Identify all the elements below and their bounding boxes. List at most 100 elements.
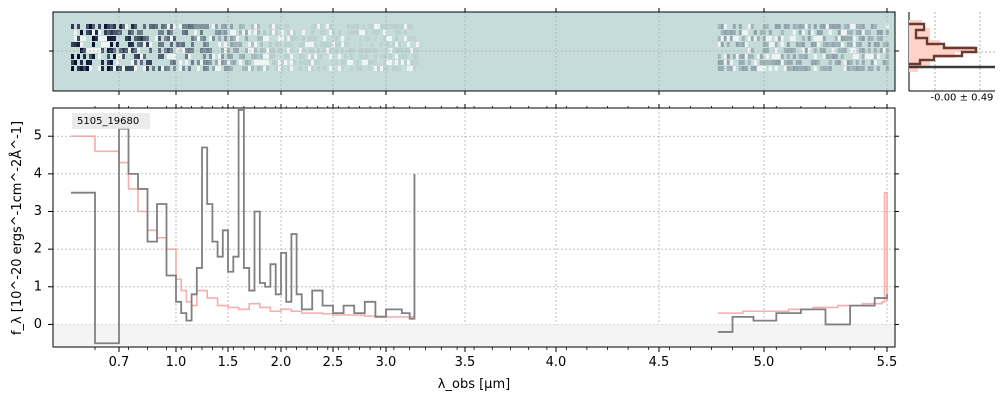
spectrum-2d-pixel [347, 60, 350, 65]
spectrum-2d-pixel [795, 66, 799, 71]
spectrum-2d-pixel [77, 54, 80, 59]
spectrum-2d-pixel [855, 30, 859, 35]
spectrum-2d-pixel [407, 66, 410, 71]
spectrum-2d-pixel [119, 30, 122, 35]
spectrum-2d-pixel [404, 60, 407, 65]
spectrum-2d-pixel [128, 36, 131, 41]
spectrum-2d-pixel [350, 60, 353, 65]
spectrum-2d-pixel [113, 36, 116, 41]
spectrum-2d-pixel [311, 60, 314, 65]
spectrum-2d-pixel [185, 60, 188, 65]
spectrum-2d-pixel [134, 54, 137, 59]
spectrum-2d-pixel [161, 54, 164, 59]
spectrum-2d-pixel [134, 36, 137, 41]
spectrum-2d-pixel [233, 36, 236, 41]
spectrum-2d-pixel [329, 24, 332, 29]
spectrum-2d-pixel [290, 48, 293, 53]
plot-area [53, 108, 895, 347]
spectrum-2d-pixel [765, 60, 769, 65]
spectrum-2d-pixel [176, 42, 179, 47]
spectrum-2d-pixel [173, 66, 176, 71]
spectrum-2d-pixel [374, 60, 377, 65]
spectrum-2d-pixel [741, 60, 745, 65]
spectrum-2d-pixel [804, 66, 808, 71]
spectrum-2d-pixel [83, 36, 86, 41]
spectrum-2d-pixel [167, 66, 170, 71]
spectrum-2d-pixel [98, 48, 101, 53]
spectrum-2d-pixel [822, 36, 826, 41]
spectrum-2d-pixel [780, 42, 784, 47]
spectrum-2d-pixel [284, 36, 287, 41]
spectrum-2d-pixel [762, 60, 766, 65]
spectrum-2d-pixel [362, 48, 365, 53]
spectrum-2d-pixel [104, 30, 107, 35]
spectrum-2d-pixel [239, 42, 242, 47]
spectrum-2d-pixel [407, 48, 410, 53]
spectrum-2d-pixel [185, 48, 188, 53]
spectrum-2d-pixel [161, 66, 164, 71]
spectrum-2d-pixel [738, 30, 742, 35]
spectrum-2d-pixel [885, 24, 889, 29]
spectrum-2d-pixel [314, 36, 317, 41]
spectrum-2d-pixel [200, 30, 203, 35]
spectrum-2d-pixel [251, 48, 254, 53]
spectrum-2d-pixel [374, 54, 377, 59]
spectrum-2d-pixel [846, 30, 850, 35]
spectrum-2d-pixel [200, 60, 203, 65]
spectrum-2d-pixel [221, 60, 224, 65]
spectrum-2d-pixel [209, 48, 212, 53]
spectrum-2d-pixel [756, 36, 760, 41]
spectrum-2d-pixel [131, 24, 134, 29]
spectrum-2d-pixel [861, 66, 865, 71]
spectrum-2d-pixel [855, 66, 859, 71]
spectrum-2d-pixel [852, 54, 856, 59]
spectrum-2d-pixel [861, 30, 865, 35]
spectrum-2d-pixel [329, 42, 332, 47]
spectrum-2d-pixel [245, 48, 248, 53]
spectrum-2d-pixel [726, 30, 730, 35]
spectrum-2d-pixel [768, 36, 772, 41]
spectrum-2d-pixel [170, 60, 173, 65]
spectrum-2d-pixel [275, 30, 278, 35]
spectrum-2d-pixel [245, 66, 248, 71]
spectrum-2d-pixel [816, 42, 820, 47]
spectrum-2d-pixel [278, 48, 281, 53]
spectrum-2d-pixel [729, 60, 733, 65]
spectrum-2d-pixel [867, 48, 871, 53]
spectrum-2d-pixel [738, 24, 742, 29]
spectrum-2d-pixel [185, 54, 188, 59]
spectrum-2d-pixel [822, 24, 826, 29]
spectrum-2d-pixel [131, 30, 134, 35]
spectrum-2d-pixel [107, 24, 110, 29]
spectrum-2d-pixel [248, 60, 251, 65]
spectrum-2d-pixel [290, 36, 293, 41]
spectrum-2d-pixel [843, 48, 847, 53]
spectrum-2d-pixel [128, 42, 131, 47]
spectrum-2d-pixel [248, 66, 251, 71]
spectrum-2d-pixel [882, 48, 886, 53]
spectrum-2d-pixel [813, 42, 817, 47]
spectrum-2d-pixel [395, 42, 398, 47]
spectrum-2d-pixel [122, 48, 125, 53]
spectrum-2d-pixel [305, 66, 308, 71]
spectrum-2d-pixel [119, 66, 122, 71]
spectrum-2d-pixel [792, 36, 796, 41]
spectrum-2d-pixel [807, 36, 811, 41]
y-tick-labels: 0 1 2 3 4 5 [34, 129, 42, 332]
spectrum-2d-pixel [110, 48, 113, 53]
spectrum-2d-pixel [849, 30, 853, 35]
spectrum-2d-pixel [750, 66, 754, 71]
spectrum-2d-pixel [113, 24, 116, 29]
spectrum-2d-pixel [867, 54, 871, 59]
spectrum-2d-pixel [203, 24, 206, 29]
spectrum-2d-pixel [302, 36, 305, 41]
spectrum-2d-pixel [792, 48, 796, 53]
spectrum-2d-pixel [194, 36, 197, 41]
spectrum-2d-pixel [206, 60, 209, 65]
spectrum-2d-pixel [266, 60, 269, 65]
spectrum-2d-pixel [71, 42, 74, 47]
spectrum-2d-pixel [224, 36, 227, 41]
spectrum-2d-pixel [320, 30, 323, 35]
spectrum-2d-pixel [332, 30, 335, 35]
spectrum-2d-pixel [765, 54, 769, 59]
